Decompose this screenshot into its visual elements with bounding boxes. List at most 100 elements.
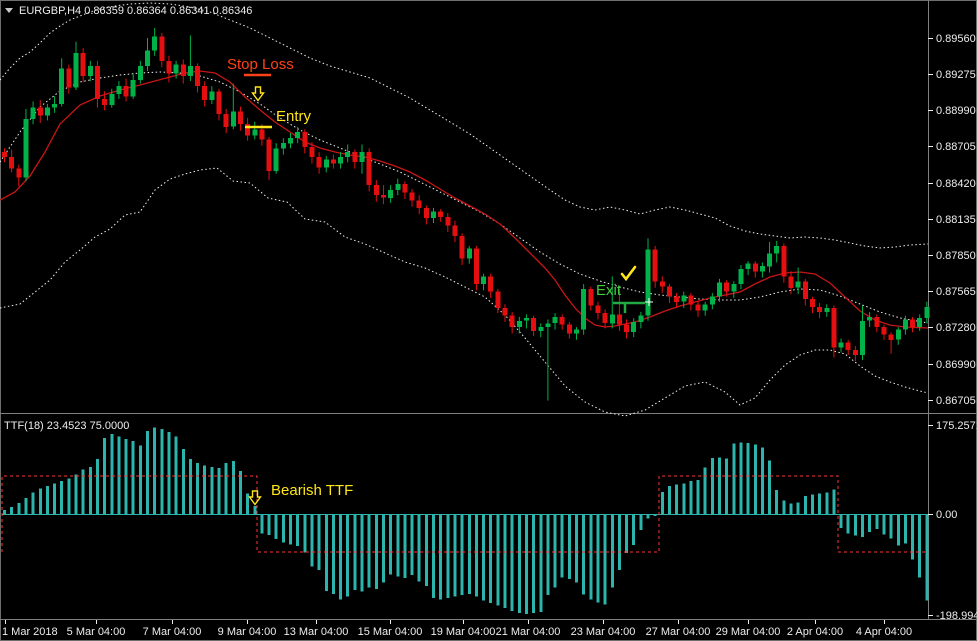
ttf-bar	[361, 514, 364, 592]
candle	[88, 61, 93, 81]
ttf-bar	[175, 436, 178, 514]
candle	[388, 185, 393, 203]
ttf-bar	[396, 514, 399, 577]
candle	[660, 276, 665, 293]
ttf-bar	[861, 514, 864, 537]
bearish-ttf-label[interactable]: Bearish TTF	[271, 482, 353, 499]
exit-label[interactable]: Exit	[596, 282, 622, 299]
candle	[195, 63, 200, 92]
time-tick-label: 21 Mar 04:00	[496, 626, 561, 638]
bollinger-lower-band	[0, 168, 928, 416]
candle	[760, 262, 765, 277]
candle	[603, 309, 608, 328]
candle	[717, 279, 722, 302]
ttf-bar	[146, 431, 149, 514]
ttf-bar	[747, 443, 750, 514]
candle	[738, 265, 743, 289]
candle	[753, 261, 758, 277]
time-tick-label: 5 Mar 04:00	[67, 626, 126, 638]
ttf-bar	[139, 445, 142, 514]
ttf-bar	[282, 514, 285, 542]
ttf-bar	[368, 514, 371, 588]
candle	[252, 122, 257, 140]
ttf-bar	[882, 514, 885, 534]
ttf-bar	[339, 514, 342, 599]
candle	[417, 195, 422, 214]
candle	[674, 293, 679, 308]
candle	[646, 238, 651, 320]
ttf-bar	[761, 448, 764, 515]
ttf-bar	[918, 514, 921, 578]
ttf-bar	[24, 498, 27, 514]
candle	[217, 89, 222, 121]
sell-signal-arrow[interactable]	[253, 87, 264, 101]
candle	[267, 137, 272, 180]
ttf-bar	[253, 506, 256, 514]
ttf-bar	[439, 514, 442, 599]
ttf-bar	[260, 514, 263, 533]
candle	[817, 303, 822, 318]
ttf-bar	[546, 514, 549, 595]
candle	[95, 61, 100, 108]
ttf-bar	[689, 481, 692, 514]
ttf-bar	[561, 514, 564, 578]
candle	[488, 274, 493, 298]
candle	[202, 81, 207, 106]
chart-layers: 0.895600.892750.889900.887050.884200.881…	[0, 0, 977, 641]
ttf-bar	[182, 449, 185, 514]
candle	[74, 42, 79, 90]
candle	[402, 181, 407, 199]
entry-label[interactable]: Entry	[276, 108, 312, 125]
time-tick-label: 9 Mar 04:00	[218, 626, 277, 638]
ttf-bar	[489, 514, 492, 603]
candle	[52, 96, 57, 113]
ttf-bar	[96, 459, 99, 514]
time-tick-label: 23 Mar 04:00	[571, 626, 636, 638]
ttf-bar	[832, 490, 835, 514]
candle	[452, 221, 457, 243]
ttf-bar	[425, 514, 428, 586]
time-tick-label: 27 Mar 04:00	[646, 626, 711, 638]
ttf-bar	[647, 514, 650, 519]
ttf-bar	[811, 495, 814, 514]
stop-loss-label[interactable]: Stop Loss	[227, 56, 294, 73]
moving-average-line	[0, 71, 928, 328]
ttf-bar	[554, 514, 557, 588]
price-tick-label: 0.87565	[936, 286, 976, 298]
candle	[474, 246, 479, 290]
ttf-bar	[768, 461, 771, 514]
ttf-bar	[818, 494, 821, 514]
mt4-chart-window[interactable]: 0.895600.892750.889900.887050.884200.881…	[0, 0, 977, 641]
candle	[824, 304, 829, 317]
ttf-bar	[117, 436, 120, 514]
ttf-bar	[475, 514, 478, 596]
candle	[567, 322, 572, 339]
candle	[910, 317, 915, 332]
ttf-bar	[60, 481, 63, 514]
bearish-ttf-arrow[interactable]	[250, 491, 261, 505]
symbol-dropdown-icon	[5, 8, 13, 13]
ttf-bar	[504, 514, 507, 608]
ttf-bar	[925, 514, 928, 600]
ttf-bar	[847, 514, 850, 533]
candle	[124, 79, 129, 102]
candle	[238, 107, 243, 131]
ttf-bar	[53, 484, 56, 515]
candle	[831, 306, 836, 358]
candle	[209, 86, 214, 104]
ttf-bar	[389, 514, 392, 574]
ttf-bar	[582, 514, 585, 595]
ttf-bar	[911, 514, 914, 560]
candle	[874, 314, 879, 332]
candle	[503, 304, 508, 322]
time-tick-label: 2 Apr 04:00	[787, 626, 843, 638]
candle	[338, 152, 343, 169]
exit-check-icon[interactable]	[622, 267, 635, 279]
candle	[138, 61, 143, 84]
candle	[302, 129, 307, 153]
ttf-bar	[596, 514, 599, 602]
candle	[881, 325, 886, 340]
candle	[810, 297, 815, 313]
time-tick-label: 19 Mar 04:00	[431, 626, 496, 638]
candle	[2, 148, 7, 162]
